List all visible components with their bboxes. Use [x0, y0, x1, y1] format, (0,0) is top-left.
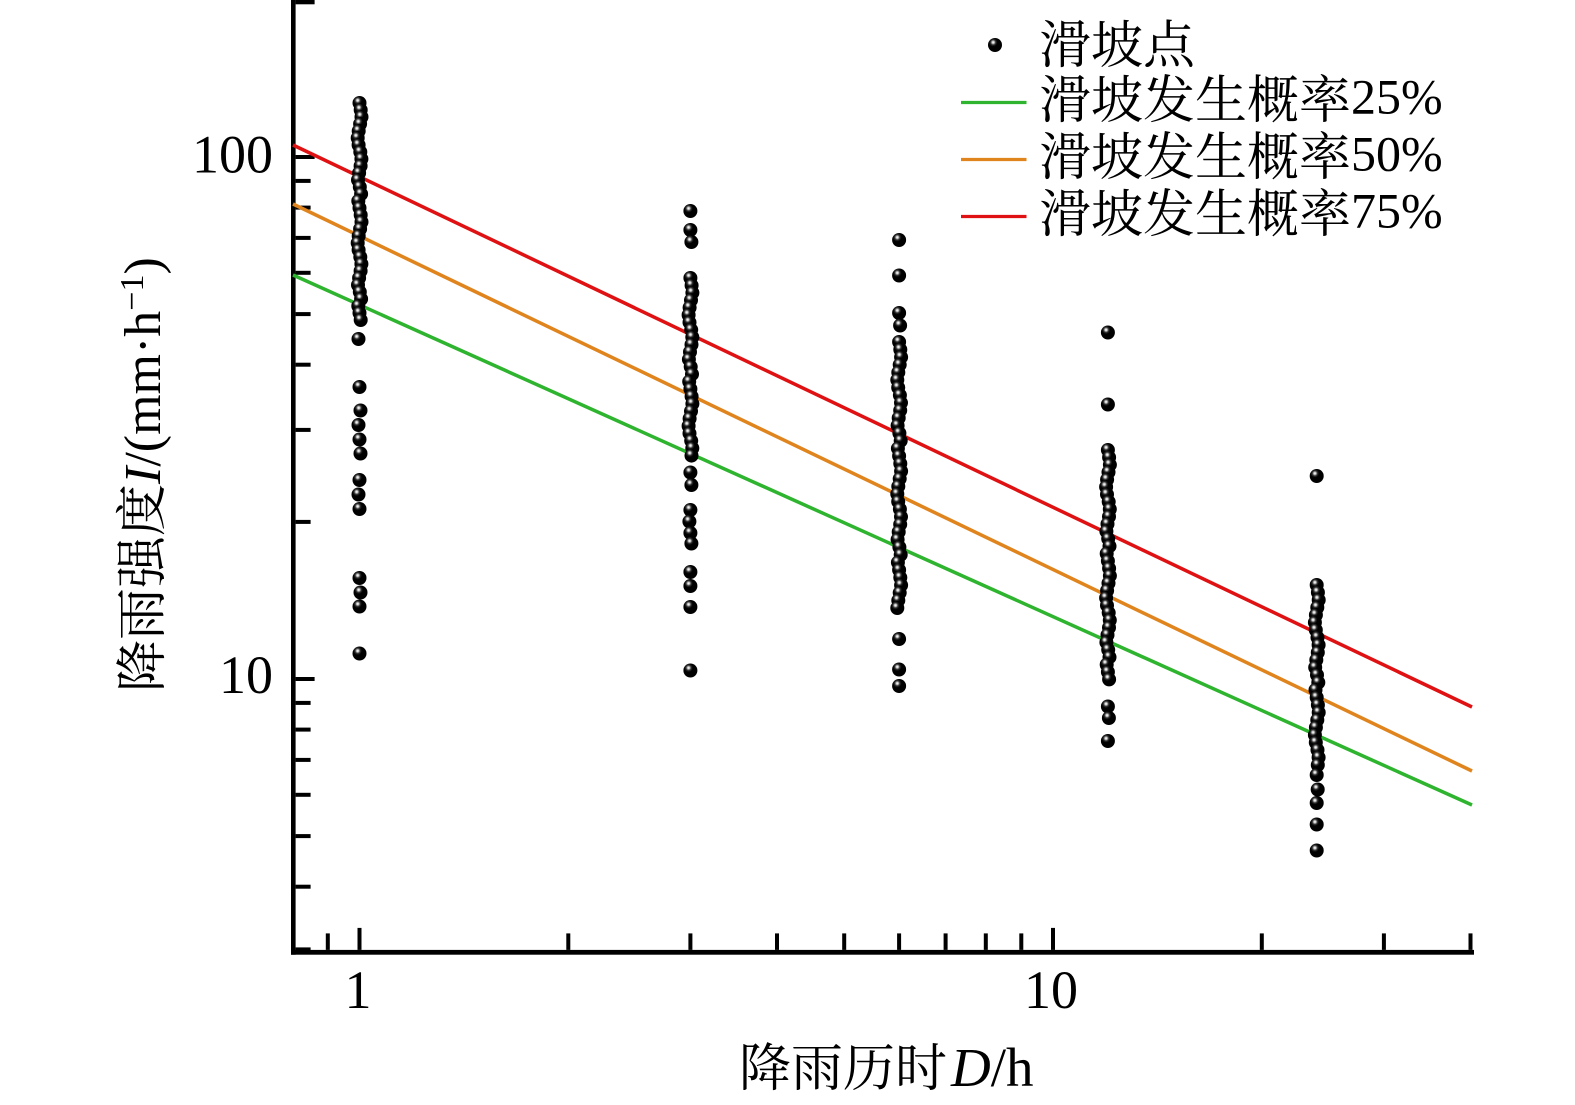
svg-text:10: 10	[219, 645, 273, 705]
svg-text:75%: 75%	[1351, 183, 1443, 239]
svg-text:50%: 50%	[1351, 126, 1443, 182]
svg-text:25%: 25%	[1351, 69, 1443, 125]
svg-text:10: 10	[1024, 960, 1078, 1020]
svg-text:1: 1	[345, 960, 372, 1020]
svg-text:D/h: D/h	[950, 1037, 1034, 1098]
svg-text:100: 100	[192, 125, 273, 185]
